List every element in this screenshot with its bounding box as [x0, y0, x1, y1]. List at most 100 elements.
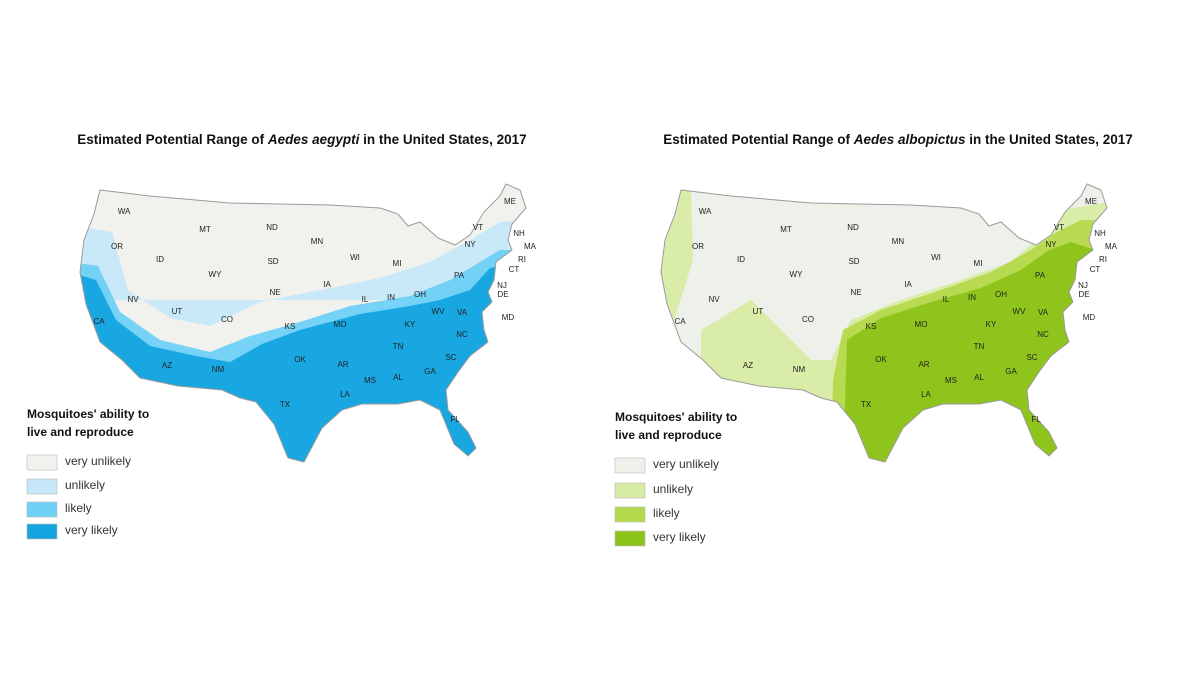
state-label: PA: [1035, 271, 1046, 280]
state-label: TN: [974, 342, 985, 351]
state-label: MA: [524, 242, 537, 251]
state-label: WI: [931, 253, 941, 262]
state-label: UT: [753, 307, 764, 316]
state-label: MI: [393, 259, 402, 268]
state-label: CT: [1090, 265, 1101, 274]
state-label: WA: [699, 207, 712, 216]
state-label: TN: [393, 342, 404, 351]
state-label: WY: [790, 270, 804, 279]
state-label: VT: [1054, 223, 1064, 232]
state-label: AL: [974, 373, 984, 382]
state-label: MO: [334, 320, 347, 329]
legend-title: live and reproduce: [27, 425, 134, 439]
state-label: MT: [199, 225, 211, 234]
title-species: Aedes aegypti: [267, 132, 360, 147]
legend-label: likely: [65, 501, 92, 515]
state-label: MN: [311, 237, 324, 246]
state-label: IL: [943, 295, 950, 304]
state-label: RI: [1099, 255, 1107, 264]
state-label: NV: [127, 295, 139, 304]
map-title: Estimated Potential Range of Aedes albop…: [663, 132, 1133, 147]
state-label: OH: [414, 290, 426, 299]
legend-title: Mosquitoes' ability to: [27, 407, 149, 421]
state-label: NY: [464, 240, 476, 249]
legend-label: unlikely: [653, 482, 693, 496]
state-label: NH: [1094, 229, 1106, 238]
state-label: MI: [974, 259, 983, 268]
state-label: WI: [350, 253, 360, 262]
state-label: NJ: [497, 281, 507, 290]
state-label: AR: [918, 360, 929, 369]
state-label: IA: [323, 280, 331, 289]
state-label: SD: [267, 257, 278, 266]
state-label: ME: [504, 197, 516, 206]
us-map: WA OR ID MT WY NV UT CO CA AZ NM ND SD NE KS OK TX MN IA MO…: [79, 183, 537, 463]
state-label: NE: [269, 288, 280, 297]
legend-title: Mosquitoes' ability to: [615, 410, 737, 424]
state-label: ID: [737, 255, 745, 264]
title-prefix: Estimated Potential Range of: [663, 132, 854, 147]
legend-swatch: [26, 478, 58, 495]
state-label: NC: [1037, 330, 1049, 339]
state-label: WY: [209, 270, 223, 279]
state-label: NV: [708, 295, 720, 304]
state-label: AL: [393, 373, 403, 382]
legend-label: very unlikely: [65, 454, 131, 468]
state-label: SC: [1026, 353, 1037, 362]
state-label: MD: [502, 313, 515, 322]
state-label: OK: [294, 355, 306, 364]
state-label: AR: [337, 360, 348, 369]
state-label: MS: [364, 376, 376, 385]
state-label: CT: [509, 265, 520, 274]
legend-swatch: [26, 523, 58, 540]
state-label: WA: [118, 207, 131, 216]
legend-label: very unlikely: [653, 457, 719, 471]
state-label: WV: [1013, 307, 1027, 316]
state-label: MS: [945, 376, 957, 385]
state-label: CA: [93, 317, 105, 326]
state-label: CA: [674, 317, 686, 326]
state-label: MN: [892, 237, 905, 246]
state-label: VA: [457, 308, 468, 317]
legend-swatch: [614, 530, 646, 547]
state-label: AZ: [743, 361, 753, 370]
legend-label: likely: [653, 506, 680, 520]
title-suffix: in the United States, 2017: [966, 132, 1133, 147]
map-title: Estimated Potential Range of Aedes aegyp…: [77, 132, 526, 147]
state-label: MO: [915, 320, 928, 329]
state-label: KY: [405, 320, 416, 329]
state-label: ME: [1085, 197, 1097, 206]
state-label: FL: [1031, 415, 1041, 424]
legend-swatch: [26, 501, 58, 518]
state-label: LA: [340, 390, 350, 399]
legend-swatch: [614, 457, 646, 474]
state-label: MT: [780, 225, 792, 234]
state-label: OR: [692, 242, 704, 251]
state-label: TX: [280, 400, 291, 409]
state-label: OR: [111, 242, 123, 251]
state-label: KS: [866, 322, 877, 331]
state-label: ID: [156, 255, 164, 264]
state-label: IN: [387, 293, 395, 302]
title-prefix: Estimated Potential Range of: [77, 132, 268, 147]
state-label: NE: [850, 288, 861, 297]
state-label: NC: [456, 330, 468, 339]
state-label: RI: [518, 255, 526, 264]
state-label: AZ: [162, 361, 172, 370]
legend-swatch: [26, 454, 58, 471]
state-label: IN: [968, 293, 976, 302]
state-label: OK: [875, 355, 887, 364]
legend-label: very likely: [65, 523, 118, 537]
state-label: ND: [847, 223, 859, 232]
state-label: TX: [861, 400, 872, 409]
state-label: GA: [424, 367, 436, 376]
state-label: GA: [1005, 367, 1017, 376]
state-label: WV: [432, 307, 446, 316]
state-label: UT: [172, 307, 183, 316]
legend-label: very likely: [653, 530, 706, 544]
state-label: NJ: [1078, 281, 1088, 290]
state-label: NY: [1045, 240, 1057, 249]
state-label: MA: [1105, 242, 1118, 251]
state-label: CO: [802, 315, 814, 324]
state-label: SD: [848, 257, 859, 266]
